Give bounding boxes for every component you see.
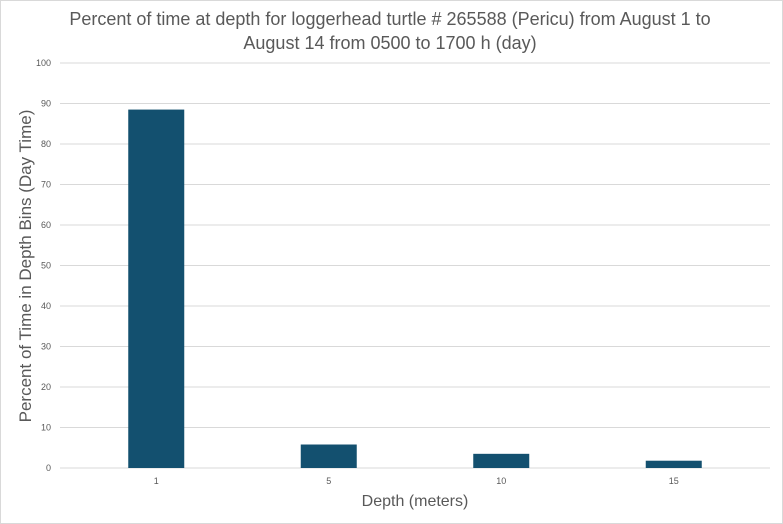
y-tick-label: 0 [46, 463, 51, 473]
bar [128, 109, 185, 468]
y-tick-label: 80 [41, 139, 51, 149]
x-tick-label: 1 [154, 476, 159, 486]
y-axis-ticks: 0 10 20 30 40 50 60 70 80 90 100 [36, 58, 51, 473]
x-tick-label: 5 [326, 476, 331, 486]
chart-title: Percent of time at depth for loggerhead … [40, 7, 740, 55]
bar [300, 444, 357, 468]
bar [645, 460, 702, 468]
y-tick-label: 60 [41, 220, 51, 230]
y-tick-label: 70 [41, 180, 51, 190]
y-tick-label: 90 [41, 99, 51, 109]
y-tick-label: 50 [41, 261, 51, 271]
y-tick-label: 20 [41, 382, 51, 392]
y-tick-label: 10 [41, 423, 51, 433]
x-axis-label: Depth (meters) [362, 493, 469, 510]
y-tick-label: 30 [41, 342, 51, 352]
bar [473, 453, 530, 468]
y-tick-label: 40 [41, 301, 51, 311]
x-tick-label: 15 [669, 476, 679, 486]
x-axis-ticks: 1 5 10 15 [154, 476, 679, 486]
y-tick-label: 100 [36, 58, 51, 68]
y-axis-label: Percent of Time in Depth Bins (Day Time) [16, 110, 35, 423]
chart-title-line-1: Percent of time at depth for loggerhead … [69, 9, 711, 29]
x-tick-label: 10 [496, 476, 506, 486]
chart-title-line-2: August 14 from 0500 to 1700 h (day) [243, 33, 537, 53]
bars [128, 109, 702, 468]
